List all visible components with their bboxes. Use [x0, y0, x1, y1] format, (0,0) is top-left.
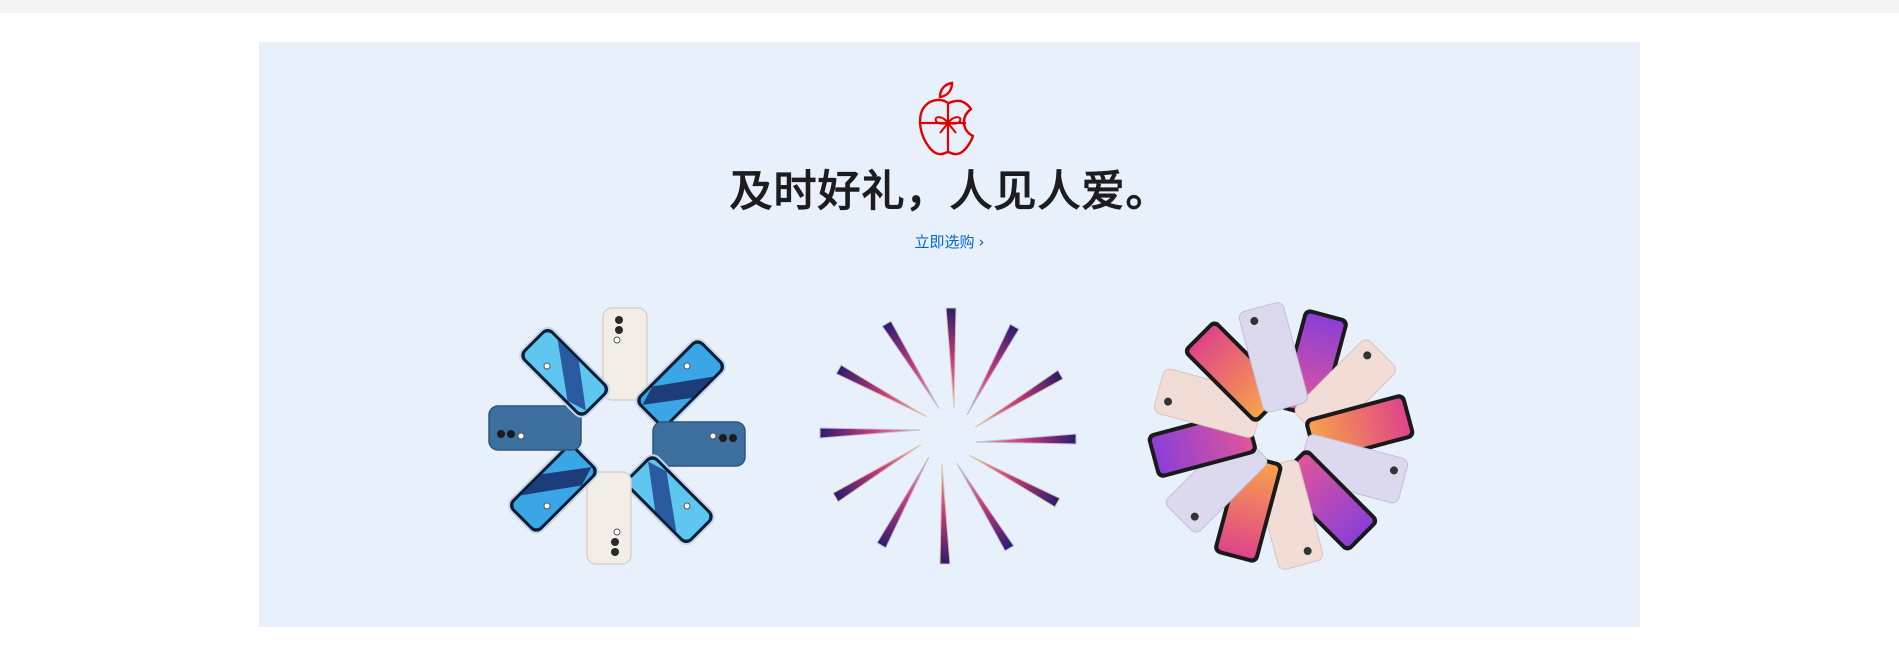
page-title: 及时好礼，人见人爱。: [729, 167, 1170, 217]
top-nav-bar: [0, 0, 1899, 13]
ipad-pinwheel-icon[interactable]: [1147, 302, 1415, 570]
apple-gift-icon: [918, 81, 975, 156]
shop-now-label: 立即选购: [914, 233, 975, 251]
iphone-pinwheel-icon[interactable]: [483, 302, 751, 570]
macbook-pinwheel-icon[interactable]: [814, 302, 1082, 570]
holiday-gift-banner: 及时好礼，人见人爱。 立即选购 ›: [259, 42, 1640, 627]
chevron-right-icon: ›: [978, 233, 985, 251]
shop-now-link[interactable]: 立即选购 ›: [259, 232, 1640, 252]
